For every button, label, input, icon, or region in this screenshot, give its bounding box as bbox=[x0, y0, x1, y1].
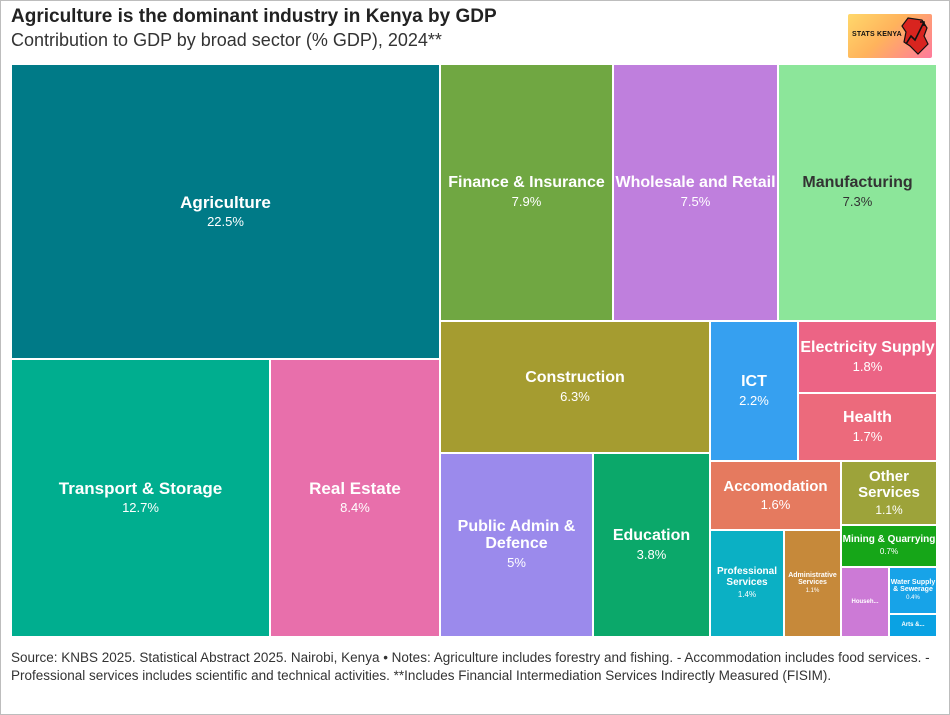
tile-health[interactable]: Health 1.7% bbox=[798, 393, 937, 461]
tile-administrative-services[interactable]: Administrative Services 1.1% bbox=[784, 530, 841, 637]
tile-professional-services[interactable]: Professional Services 1.4% bbox=[710, 530, 784, 637]
tile-label: Administrative Services bbox=[788, 571, 837, 586]
tile-value: 7.9% bbox=[511, 194, 542, 210]
tile-education[interactable]: Education 3.8% bbox=[593, 453, 710, 637]
tile-value: 0.7% bbox=[879, 547, 899, 557]
tile-value: 1.7% bbox=[852, 428, 883, 444]
stats-kenya-logo: STATS KENYA bbox=[848, 14, 932, 58]
tile-other-services[interactable]: Other Services 1.1% bbox=[841, 461, 937, 525]
tile-value: 1.1% bbox=[805, 588, 820, 595]
tile-manufacturing[interactable]: Manufacturing 7.3% bbox=[778, 64, 937, 321]
tile-value: 6.3% bbox=[560, 388, 590, 404]
tile-label: Water Supply & Sewerage bbox=[890, 578, 936, 593]
tile-transport-storage[interactable]: Transport & Storage 12.7% bbox=[11, 359, 270, 637]
tile-label: Arts &... bbox=[901, 622, 925, 629]
tile-water-supply-sewerage[interactable]: Water Supply & Sewerage 0.4% bbox=[889, 567, 937, 614]
tile-label: Health bbox=[843, 408, 892, 426]
tile-label: Professional Services bbox=[716, 566, 778, 588]
tile-value: 1.6% bbox=[760, 496, 791, 512]
tile-label: Education bbox=[612, 526, 691, 544]
kenya-map-icon bbox=[901, 17, 929, 55]
tile-label: Transport & Storage bbox=[58, 479, 223, 499]
tile-accomodation[interactable]: Accomodation 1.6% bbox=[710, 461, 841, 530]
tile-label: Manufacturing bbox=[802, 174, 913, 192]
tile-mining-quarrying[interactable]: Mining & Quarrying 0.7% bbox=[841, 525, 937, 567]
tile-ict[interactable]: ICT 2.2% bbox=[710, 321, 798, 461]
tile-value: 7.5% bbox=[680, 194, 711, 210]
tile-label: Accomodation bbox=[723, 477, 828, 495]
tile-wholesale-and-retail[interactable]: Wholesale and Retail 7.5% bbox=[613, 64, 778, 321]
tile-finance-insurance[interactable]: Finance & Insurance 7.9% bbox=[440, 64, 613, 321]
tile-value: 0.4% bbox=[906, 595, 920, 602]
tile-construction[interactable]: Construction 6.3% bbox=[440, 321, 710, 453]
tile-label: ICT bbox=[741, 372, 767, 390]
tile-value: 8.4% bbox=[340, 500, 370, 516]
tile-label: Other Services bbox=[858, 468, 920, 501]
chart-subtitle: Contribution to GDP by broad sector (% G… bbox=[11, 30, 442, 50]
tile-label: Real Estate bbox=[309, 479, 401, 499]
tile-label: Househ... bbox=[851, 598, 879, 605]
tile-value: 2.2% bbox=[739, 392, 769, 408]
tile-value: 5% bbox=[507, 555, 526, 570]
tile-househ[interactable]: Househ... bbox=[841, 567, 889, 637]
source-note: Source: KNBS 2025. Statistical Abstract … bbox=[11, 650, 930, 683]
tile-real-estate[interactable]: Real Estate 8.4% bbox=[270, 359, 440, 637]
tile-public-admin-defence[interactable]: Public Admin & Defence 5% bbox=[440, 453, 593, 637]
tile-value: 1.1% bbox=[875, 502, 903, 517]
chart-title: Agriculture is the dominant industry in … bbox=[11, 6, 497, 27]
tile-label: Agriculture bbox=[180, 192, 271, 212]
tile-label: Mining & Quarrying bbox=[842, 533, 936, 545]
tile-label: Finance & Insurance bbox=[448, 174, 605, 192]
tile-value: 1.4% bbox=[737, 590, 757, 600]
tile-arts[interactable]: Arts &... bbox=[889, 614, 937, 637]
tile-label: Public Admin & Defence bbox=[457, 518, 576, 553]
tile-agriculture[interactable]: Agriculture 22.5% bbox=[11, 64, 440, 359]
tile-value: 12.7% bbox=[122, 500, 159, 516]
tile-value: 3.8% bbox=[636, 546, 667, 562]
tile-label: Electricity Supply bbox=[800, 338, 935, 356]
tile-value: 22.5% bbox=[207, 213, 244, 229]
tile-label: Wholesale and Retail bbox=[615, 174, 776, 192]
tile-label: Construction bbox=[525, 368, 625, 386]
tile-value: 1.8% bbox=[852, 358, 883, 374]
logo-text: STATS KENYA bbox=[852, 31, 902, 38]
tile-electricity-supply[interactable]: Electricity Supply 1.8% bbox=[798, 321, 937, 393]
tile-value: 7.3% bbox=[842, 194, 873, 210]
